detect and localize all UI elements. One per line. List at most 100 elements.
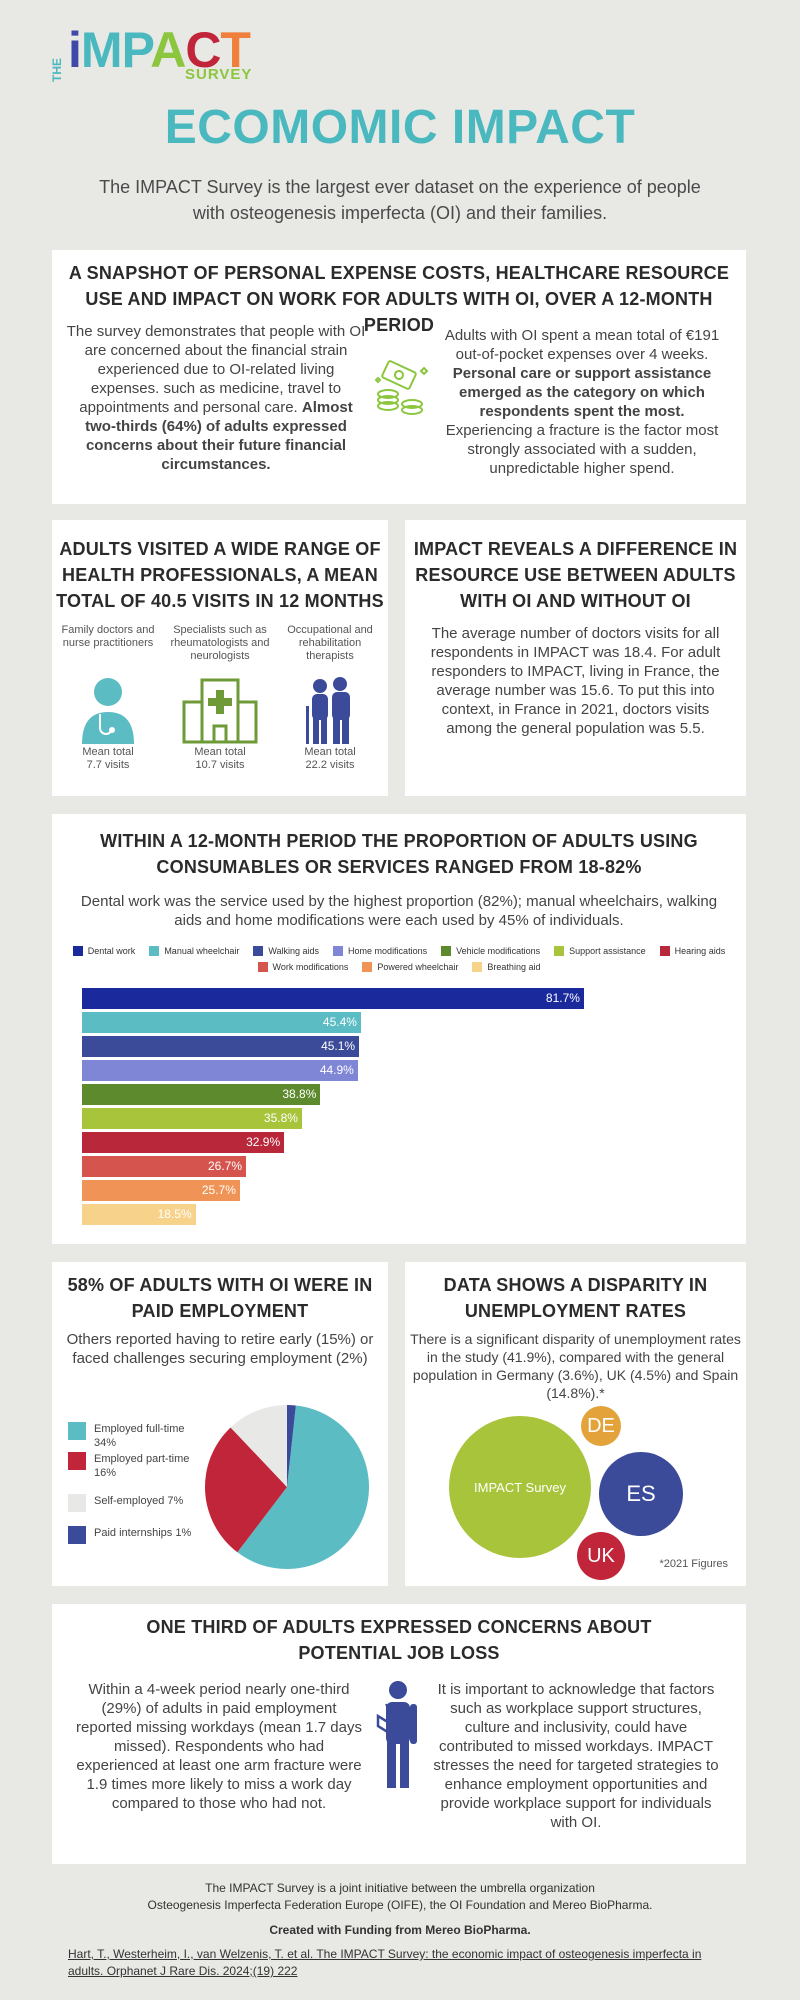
legend-swatch — [149, 946, 160, 956]
employment-text: Others reported having to retire early (… — [66, 1331, 374, 1367]
pie-legend-swatch — [68, 1422, 86, 1440]
bar: 45.4% — [82, 1012, 361, 1033]
employment-heading: 58% OF ADULTS WITH OI WERE IN PAID EMPLO… — [67, 1275, 373, 1321]
consumables-text: Dental work was the service used by the … — [80, 893, 718, 929]
logo-wordmark: iMPACT — [68, 22, 251, 78]
injured-person-icon — [372, 1680, 422, 1790]
legend-swatch — [441, 946, 452, 956]
bubble-label: IMPACT Survey — [474, 1479, 566, 1495]
intro-text: The IMPACT Survey is the largest ever da… — [99, 177, 701, 223]
logo-the: THE — [50, 58, 64, 82]
bar: 44.9% — [82, 1060, 358, 1081]
visit-mean-label: Mean total — [82, 746, 134, 758]
visit-value: 7.7 visits — [86, 759, 130, 771]
footer-initiative: The IMPACT Survey is a joint initiative … — [0, 1880, 800, 1914]
legend-item: Support assistance — [554, 946, 646, 956]
therapist-icon — [276, 676, 384, 746]
legend-item: Home modifications — [333, 946, 427, 956]
legend-swatch — [472, 962, 483, 972]
disparity-card: DATA SHOWS A DISPARITY IN UNEMPLOYMENT R… — [405, 1262, 746, 1586]
visit-value: 10.7 visits — [195, 759, 245, 771]
footer-line: Osteogenesis Imperfecta Federation Europ… — [147, 1898, 653, 1912]
bar-value-label: 35.8% — [263, 1111, 298, 1125]
legend-item: Dental work — [72, 946, 135, 956]
bar: 18.5% — [82, 1204, 196, 1225]
footer-funding: Created with Funding from Mereo BioPharm… — [269, 1923, 531, 1937]
legend-label: Breathing aid — [487, 962, 541, 972]
money-icon — [370, 358, 434, 422]
disparity-note: *2021 Figures — [659, 1558, 729, 1570]
snapshot-heading: A SNAPSHOT OF PERSONAL EXPENSE COSTS, HE… — [68, 263, 730, 335]
bar-value-label: 38.8% — [282, 1087, 317, 1101]
bar: 32.9% — [82, 1132, 285, 1153]
bar: 35.8% — [82, 1108, 302, 1129]
resource-heading: IMPACT REVEALS A DIFFERENCE IN RESOURCE … — [413, 539, 738, 611]
legend-label: Vehicle modifications — [456, 946, 541, 956]
legend-swatch — [554, 946, 565, 956]
jobloss-card: ONE THIRD OF ADULTS EXPRESSED CONCERNS A… — [52, 1604, 746, 1864]
doctor-icon — [56, 676, 160, 746]
legend-label: Work modifications — [272, 962, 349, 972]
snapshot-right-text: Adults with OI spent a mean total of €19… — [436, 326, 728, 478]
legend-item: Work modifications — [257, 962, 349, 972]
legend-label: Walking aids — [268, 946, 320, 956]
resource-card: IMPACT REVEALS A DIFFERENCE IN RESOURCE … — [405, 520, 746, 796]
legend-label: Manual wheelchair — [164, 946, 240, 956]
bar: 25.7% — [82, 1180, 240, 1201]
visit-value: 22.2 visits — [305, 759, 355, 771]
snapshot-right-body-2: Experiencing a fracture is the factor mo… — [445, 422, 719, 477]
disparity-text: There is a significant disparity of unem… — [410, 1331, 741, 1401]
snapshot-left-body: The survey demonstrates that people with… — [66, 323, 366, 416]
disparity-heading: DATA SHOWS A DISPARITY IN UNEMPLOYMENT R… — [443, 1275, 708, 1321]
bar: 45.1% — [82, 1036, 360, 1057]
visit-column: Occupational and rehabilitation therapis… — [276, 624, 384, 772]
page-title: ECOMOMIC IMPACT — [164, 101, 636, 154]
bar-value-label: 45.4% — [322, 1015, 357, 1029]
legend-label: Support assistance — [569, 946, 646, 956]
pie-legend-swatch — [68, 1452, 86, 1470]
pie-legend-item: Employed part-time 16% — [68, 1452, 208, 1480]
visit-column: Specialists such as rheumatologists and … — [166, 624, 274, 772]
bar: 38.8% — [82, 1084, 321, 1105]
employment-pie-chart — [205, 1405, 369, 1569]
bubble-label: UK — [587, 1544, 615, 1567]
pie-legend-item: Self-employed 7% — [68, 1494, 208, 1512]
visit-mean-label: Mean total — [194, 746, 246, 758]
visit-column: Family doctors and nurse practitioners M… — [56, 624, 160, 772]
bubble-label: DE — [587, 1414, 615, 1437]
bar-value-label: 45.1% — [321, 1039, 356, 1053]
visits-card: ADULTS VISITED A WIDE RANGE OF HEALTH PR… — [52, 520, 388, 796]
jobloss-heading: ONE THIRD OF ADULTS EXPRESSED CONCERNS A… — [146, 1617, 652, 1663]
citation-line[interactable]: Hart, T., Westerheim, I., van Welzenis, … — [68, 1947, 702, 1961]
visit-label: Family doctors and nurse practitioners — [61, 624, 155, 649]
pie-slice — [287, 1405, 296, 1487]
bar-value-label: 18.5% — [157, 1207, 192, 1221]
legend-swatch — [253, 946, 264, 956]
legend-label: Home modifications — [348, 946, 428, 956]
citation-line[interactable]: adults. Orphanet J Rare Dis. 2024;(19) 2… — [68, 1964, 298, 1978]
hospital-icon — [166, 676, 274, 746]
logo-letter: i — [68, 22, 82, 78]
pie-legend-label: Self-employed 7% — [94, 1495, 184, 1507]
bubble-es: ES — [599, 1452, 683, 1536]
footer-line: The IMPACT Survey is a joint initiative … — [205, 1881, 595, 1895]
employment-card: 58% OF ADULTS WITH OI WERE IN PAID EMPLO… — [52, 1262, 388, 1586]
legend-item: Walking aids — [253, 946, 319, 956]
legend-item: Breathing aid — [472, 962, 540, 972]
bubble-impact: IMPACT Survey — [449, 1416, 591, 1558]
footer-citation[interactable]: Hart, T., Westerheim, I., van Welzenis, … — [68, 1946, 748, 1980]
impact-survey-logo: THE iMPACT SURVEY — [50, 22, 290, 92]
bubble-label: ES — [626, 1481, 656, 1506]
bar-value-label: 44.9% — [319, 1063, 354, 1077]
bar-value-label: 81.7% — [545, 991, 580, 1005]
logo-letter: M — [80, 22, 123, 78]
legend-item: Vehicle modifications — [441, 946, 540, 956]
legend-swatch — [333, 946, 344, 956]
legend-label: Powered wheelchair — [377, 962, 459, 972]
pie-slice — [230, 1405, 287, 1487]
logo-letter: P — [121, 22, 152, 78]
pie-legend-item: Employed full-time 34% — [68, 1422, 208, 1450]
legend-swatch — [659, 946, 670, 956]
pie-legend-label: Employed part-time 16% — [94, 1453, 190, 1479]
pie-legend-label: Paid internships 1% — [94, 1527, 192, 1539]
